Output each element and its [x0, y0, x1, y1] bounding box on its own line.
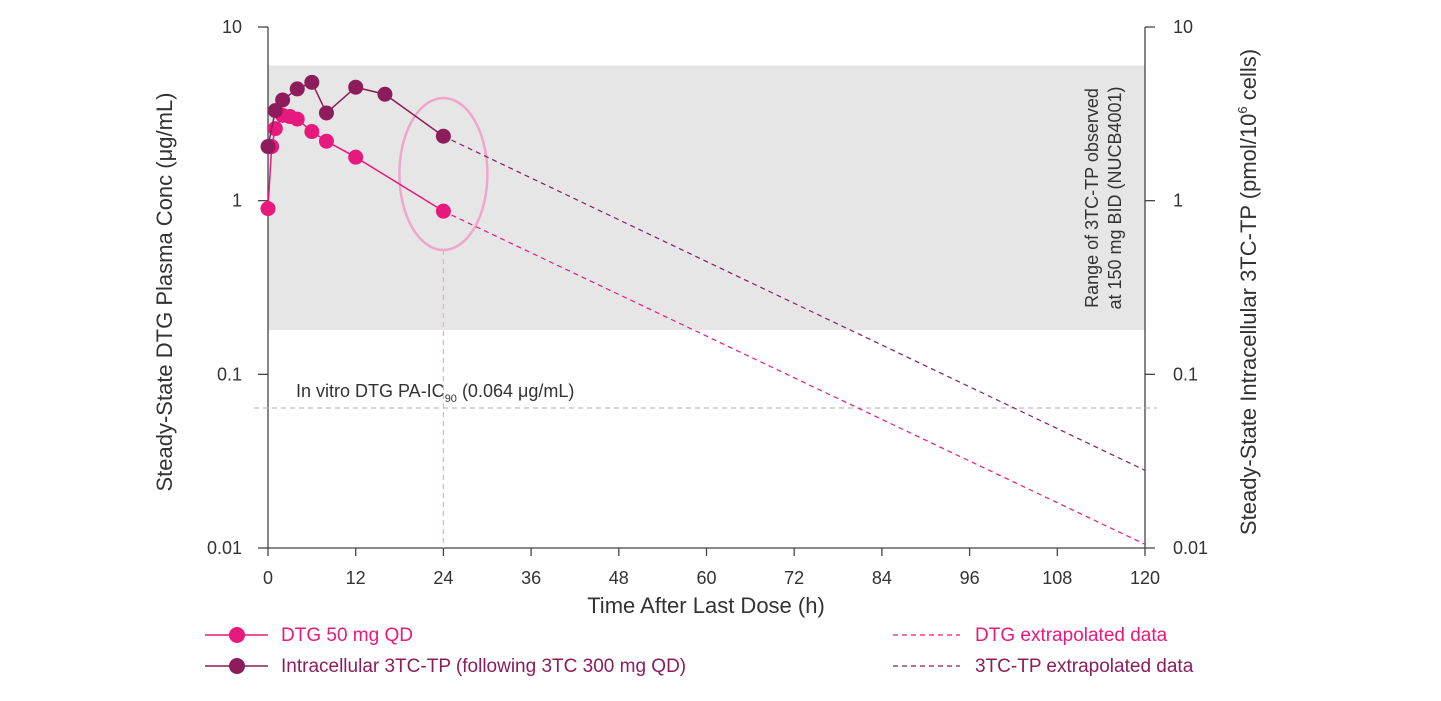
y-left-axis-ticks: 0.01 0.1 1 10	[207, 17, 268, 558]
tp-data-point	[289, 81, 305, 97]
x-tick-label: 108	[1042, 568, 1072, 588]
y-right-title-sup: 6	[1235, 106, 1250, 113]
dtg-data-point	[260, 201, 276, 217]
x-tick-label: 36	[521, 568, 541, 588]
ic90-label-post: (0.064 μg/mL)	[457, 381, 574, 401]
dtg-data-point	[304, 124, 320, 140]
y-right-axis-title: Steady-State Intracellular 3TC-TP (pmol/…	[1235, 49, 1261, 535]
observed-range-band	[268, 65, 1145, 331]
y-left-axis-title: Steady-State DTG Plasma Conc (μg/mL)	[152, 92, 177, 491]
tp-data-point	[318, 105, 334, 121]
dtg-data-point	[348, 149, 364, 165]
ic90-label-sub: 90	[445, 393, 457, 405]
tp-data-point	[275, 92, 291, 108]
y-right-title-end: cells)	[1236, 49, 1261, 106]
band-label-line1: Range of 3TC-TP observed	[1082, 88, 1102, 308]
x-tick-label: 120	[1130, 568, 1160, 588]
y-right-tick-label: 1	[1173, 191, 1183, 211]
y-left-tick-label: 0.1	[217, 364, 242, 384]
extrapolated-lines	[443, 135, 1146, 545]
legend-dtg-extrap-label: DTG extrapolated data	[975, 625, 1168, 646]
tp-data-point	[435, 128, 451, 144]
x-tick-label: 84	[872, 568, 892, 588]
tp-extrapolated-line	[443, 135, 1146, 471]
x-tick-label: 72	[784, 568, 804, 588]
y-left-tick-label: 10	[222, 17, 242, 37]
band-label-line2: at 150 mg BID (NUCB4001)	[1105, 86, 1125, 309]
ic90-reference-label: In vitro DTG PA-IC90 (0.064 μg/mL)	[296, 381, 574, 405]
series-layer	[260, 74, 451, 219]
tp-data-point	[377, 86, 393, 102]
dtg-extrapolated-line	[443, 210, 1146, 545]
dtg-data-point	[435, 203, 451, 219]
highlight-24h-ellipse	[398, 96, 489, 252]
ic90-label-pre: In vitro DTG PA-IC	[296, 381, 445, 401]
x-tick-label: 0	[263, 568, 273, 588]
tp-data-point	[304, 74, 320, 90]
legend-dtg-marker	[229, 627, 245, 643]
x-tick-label: 96	[960, 568, 980, 588]
y-right-tick-label: 0.1	[1173, 364, 1198, 384]
y-right-axis-ticks: 0.01 0.1 1 10	[1145, 17, 1208, 558]
tp-data-point	[260, 139, 276, 155]
x-tick-label: 24	[433, 568, 453, 588]
x-axis-ticks: 0 12 24 36 48 60 72 84 96 108 120	[263, 548, 1160, 588]
x-tick-label: 48	[609, 568, 629, 588]
y-right-tick-label: 10	[1173, 17, 1193, 37]
dtg-data-point	[318, 133, 334, 149]
y-right-tick-label: 0.01	[1173, 538, 1208, 558]
y-right-title-main: Steady-State Intracellular 3TC-TP (pmol/…	[1236, 114, 1261, 535]
dtg-data-point	[289, 111, 305, 127]
legend-tp-marker	[229, 658, 245, 674]
legend: DTG 50 mg QD Intracellular 3TC-TP (follo…	[205, 625, 1194, 677]
legend-tp-extrap-label: 3TC-TP extrapolated data	[975, 656, 1194, 677]
x-tick-label: 12	[346, 568, 366, 588]
tp-data-point	[267, 103, 283, 119]
x-axis-title: Time After Last Dose (h)	[587, 593, 825, 618]
y-left-tick-label: 0.01	[207, 538, 242, 558]
legend-dtg-label: DTG 50 mg QD	[281, 625, 413, 646]
y-left-tick-label: 1	[232, 191, 242, 211]
legend-tp-label: Intracellular 3TC-TP (following 3TC 300 …	[281, 656, 686, 677]
tp-data-point	[348, 79, 364, 95]
x-tick-label: 60	[696, 568, 716, 588]
